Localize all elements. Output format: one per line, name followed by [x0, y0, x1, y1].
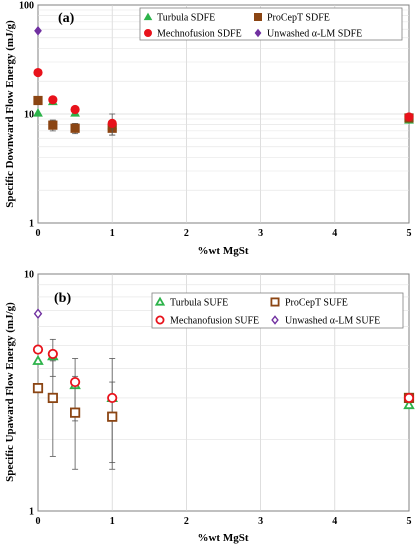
- legend-marker-unwashed-lm-sdfe: [254, 28, 262, 38]
- data-point-mechnofusion-sdfe: [48, 95, 58, 105]
- data-marks-b: [32, 308, 415, 470]
- x-tick-label: 0: [36, 516, 41, 527]
- panel-label-b: (b): [54, 291, 71, 306]
- data-point-unwashed-lm-sufe: [33, 308, 43, 320]
- x-tick-label: 0: [36, 228, 41, 239]
- x-tick-label: 1: [110, 228, 115, 239]
- data-point-mechnofusion-sdfe: [70, 104, 80, 115]
- data-point-mechnofusion-sdfe: [404, 112, 414, 122]
- x-tick-label: 4: [332, 516, 337, 527]
- data-point-procept-sufe: [32, 383, 44, 394]
- y-axis-title-a: Specific Downward Flow Energy (mJ/g): [4, 20, 16, 208]
- panel-label-a: (a): [58, 11, 75, 26]
- y-tick-label: 1: [29, 219, 34, 230]
- y-axis-title-b: Specific Upaward Flow Energy (mJ/g): [4, 302, 16, 482]
- legend-label-unwashed-lm-sdfe: Unwashed α-LM SDFE: [267, 29, 362, 40]
- legend-marker-turbula-sufe: [154, 296, 166, 306]
- data-point-unwashed-lm-sdfe: [34, 25, 42, 36]
- legend-label-procept-sdfe: ProCepT SDFE: [267, 13, 330, 24]
- x-axis-title-b: %wt MgSt: [197, 532, 248, 544]
- legend-label-procept-sufe: ProCepT SUFE: [285, 298, 348, 309]
- legend-marker-unwashed-lm-sufe: [271, 315, 279, 325]
- y-tick-label: 100: [19, 1, 34, 12]
- data-point-procept-sdfe: [70, 123, 80, 133]
- data-point-mechnofusion-sdfe: [107, 118, 117, 128]
- x-tick-label: 2: [184, 228, 189, 239]
- legend-marker-procept-sdfe: [253, 12, 262, 21]
- legend-label-turbula-sufe: Turbula SUFE: [170, 298, 228, 309]
- legend-a: Turbula SDFE ProCepT SDFE Mechnofusion SDF…: [139, 7, 403, 41]
- data-point-mechnofusion-sdfe: [33, 67, 43, 78]
- legend-box-a: [139, 7, 403, 41]
- y-tick-label: 10: [24, 110, 34, 121]
- x-axis-title-a: %wt MgSt: [197, 245, 248, 257]
- legend-marker-procept-sufe: [270, 297, 280, 307]
- data-point-mechanofusion-sufe: [403, 392, 415, 404]
- data-point-procept-sdfe: [33, 95, 43, 106]
- data-point-turbula-sufe: [32, 354, 44, 365]
- legend-marker-mechanofusion-sufe: [155, 315, 165, 325]
- legend-label-turbula-sdfe: Turbula SDFE: [157, 13, 215, 24]
- data-point-turbula-sufe: [403, 399, 415, 410]
- data-point-mechanofusion-sufe: [47, 348, 58, 360]
- y-tick-label: 1: [29, 507, 34, 518]
- x-tick-label: 3: [258, 228, 263, 239]
- legend-marker-mechnofusion-sdfe: [143, 28, 152, 37]
- legend-label-mechanofusion-sufe: Mechanofusion SUFE: [170, 316, 259, 327]
- data-marks-a: [33, 25, 414, 136]
- data-point-procept-sdfe: [48, 120, 58, 130]
- x-tick-label: 5: [407, 228, 412, 239]
- data-point-mechanofusion-sufe: [107, 392, 118, 404]
- legend-label-mechnofusion-sdfe: Mechnofusion SDFE: [157, 29, 242, 40]
- legend-b: Turbula SUFE ProCepT SUFE Mechanofusion SU…: [151, 292, 404, 329]
- data-point-turbula-sdfe: [33, 108, 43, 117]
- data-point-mechanofusion-sufe: [32, 344, 44, 355]
- data-point-procept-sufe: [70, 407, 81, 418]
- legend-label-unwashed-lm-sufe: Unwashed α-LM SUFE: [285, 316, 380, 327]
- x-tick-label: 4: [332, 228, 337, 239]
- x-tick-label: 5: [407, 516, 412, 527]
- x-tick-label: 1: [110, 516, 115, 527]
- y-tick-label: 10: [24, 270, 34, 281]
- data-point-procept-sufe: [107, 411, 118, 422]
- x-tick-label: 3: [258, 516, 263, 527]
- data-point-procept-sufe: [47, 392, 58, 404]
- x-tick-label: 2: [184, 516, 189, 527]
- legend-marker-turbula-sdfe: [143, 12, 153, 21]
- data-point-mechanofusion-sufe: [70, 376, 81, 388]
